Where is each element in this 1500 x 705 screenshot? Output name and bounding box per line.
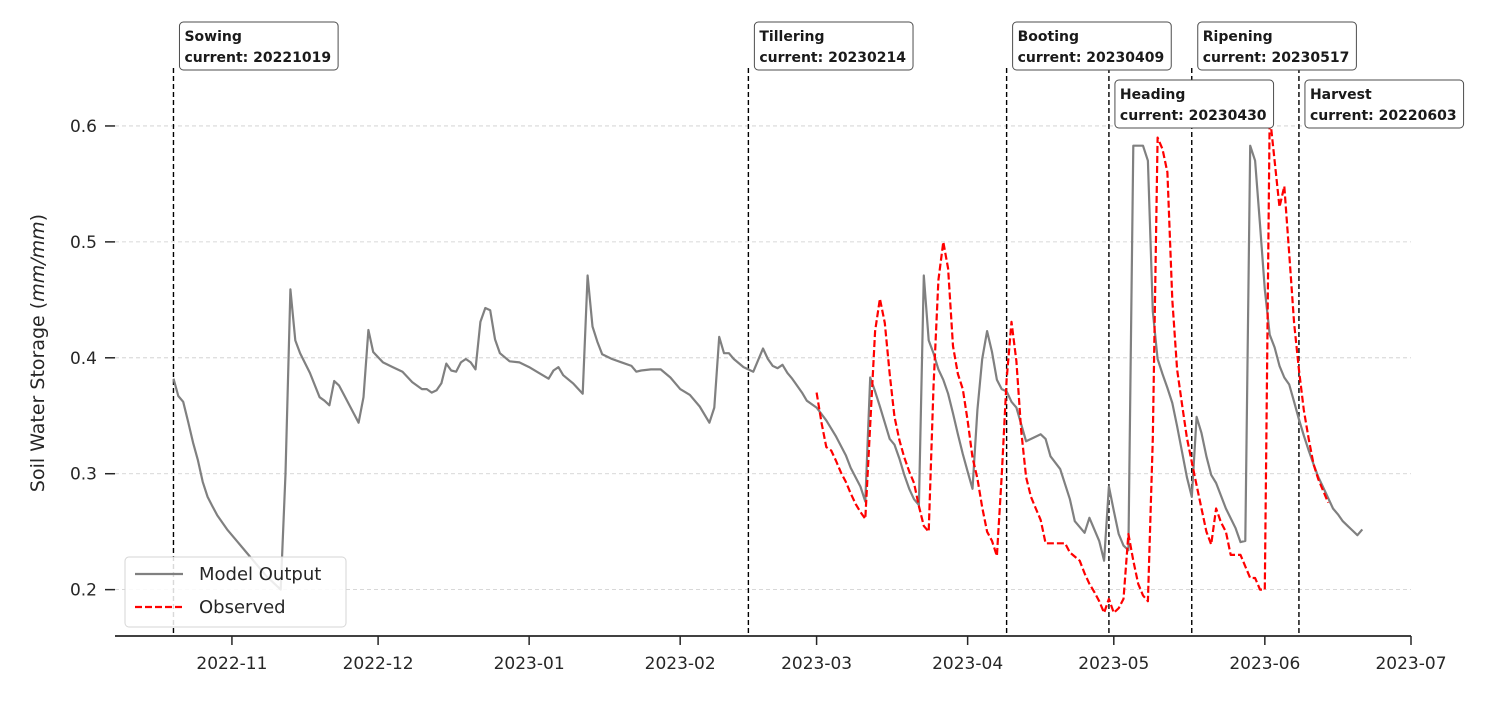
stage-label-name: Heading <box>1120 87 1185 103</box>
stage-label-name: Ripening <box>1203 29 1273 45</box>
series-lines <box>172 113 1364 614</box>
legend-label: Model Output <box>199 564 321 585</box>
stage-label-sowing: Sowing current: 20221019 <box>178 21 339 71</box>
x-tick-label: 2023-03 <box>781 654 852 674</box>
y-axis-title-paren-close: ) <box>27 214 49 221</box>
stage-label-ripening: Ripening current: 20230517 <box>1197 21 1357 71</box>
stage-label-box <box>753 21 914 71</box>
stage-lines <box>172 68 1300 636</box>
stage-label-name: Sowing <box>184 29 241 45</box>
stage-label-box <box>1114 79 1275 129</box>
stage-label-current: current: 20230517 <box>1203 50 1350 66</box>
series-observed <box>815 113 1330 614</box>
stage-label-current: current: 20221019 <box>184 50 331 66</box>
stage-label-name: Tillering <box>759 29 824 45</box>
stage-label-heading: Heading current: 20230430 <box>1114 79 1275 129</box>
stage-label-box <box>1197 21 1357 71</box>
y-tick-label: 0.4 <box>70 349 97 369</box>
x-tick-label: 2022-11 <box>196 654 267 674</box>
series-model-output <box>172 144 1364 591</box>
x-tick-label: 2023-06 <box>1229 654 1300 674</box>
y-axis-title-paren-open: ( <box>27 302 49 309</box>
stage-label-box <box>1304 79 1465 129</box>
stage-labels: Sowing current: 20221019 Tillering current:… <box>178 21 1465 129</box>
x-tick-label: 2023-05 <box>1078 654 1149 674</box>
y-tick-label: 0.6 <box>70 117 97 137</box>
x-tick-label: 2023-01 <box>494 654 565 674</box>
stage-label-box <box>1012 21 1172 71</box>
stage-label-current: current: 20230214 <box>759 50 906 66</box>
stage-label-name: Booting <box>1018 29 1079 45</box>
stage-label-harvest: Harvest current: 20220603 <box>1304 79 1465 129</box>
x-tick-label: 2023-07 <box>1375 654 1446 674</box>
axes: 0.2 0.3 0.4 0.5 0.6 2022-11 2022-12 2023-01 2023… <box>70 117 1447 674</box>
y-axis-title: Soil Water Storage (mm/mm) <box>27 214 49 492</box>
y-tick-label: 0.2 <box>70 581 97 601</box>
y-tick-label: 0.5 <box>70 233 97 253</box>
y-axis-title-unit: mm/mm <box>27 221 49 301</box>
stage-label-current: current: 20230409 <box>1018 50 1165 66</box>
x-tick-label: 2022-12 <box>343 654 414 674</box>
stage-label-box <box>178 21 339 71</box>
x-tick-label: 2023-04 <box>932 654 1003 674</box>
x-tick-label: 2023-02 <box>645 654 716 674</box>
stage-label-booting: Booting current: 20230409 <box>1012 21 1172 71</box>
stage-label-tillering: Tillering current: 20230214 <box>753 21 914 71</box>
grid-lines <box>115 125 1411 591</box>
stage-label-name: Harvest <box>1310 87 1372 103</box>
legend: Model Output Observed <box>124 556 347 628</box>
y-axis-title-text: Soil Water Storage <box>27 315 49 492</box>
stage-label-current: current: 20220603 <box>1310 108 1457 124</box>
y-tick-label: 0.3 <box>70 465 97 485</box>
legend-label: Observed <box>199 597 286 618</box>
stage-label-current: current: 20230430 <box>1120 108 1267 124</box>
